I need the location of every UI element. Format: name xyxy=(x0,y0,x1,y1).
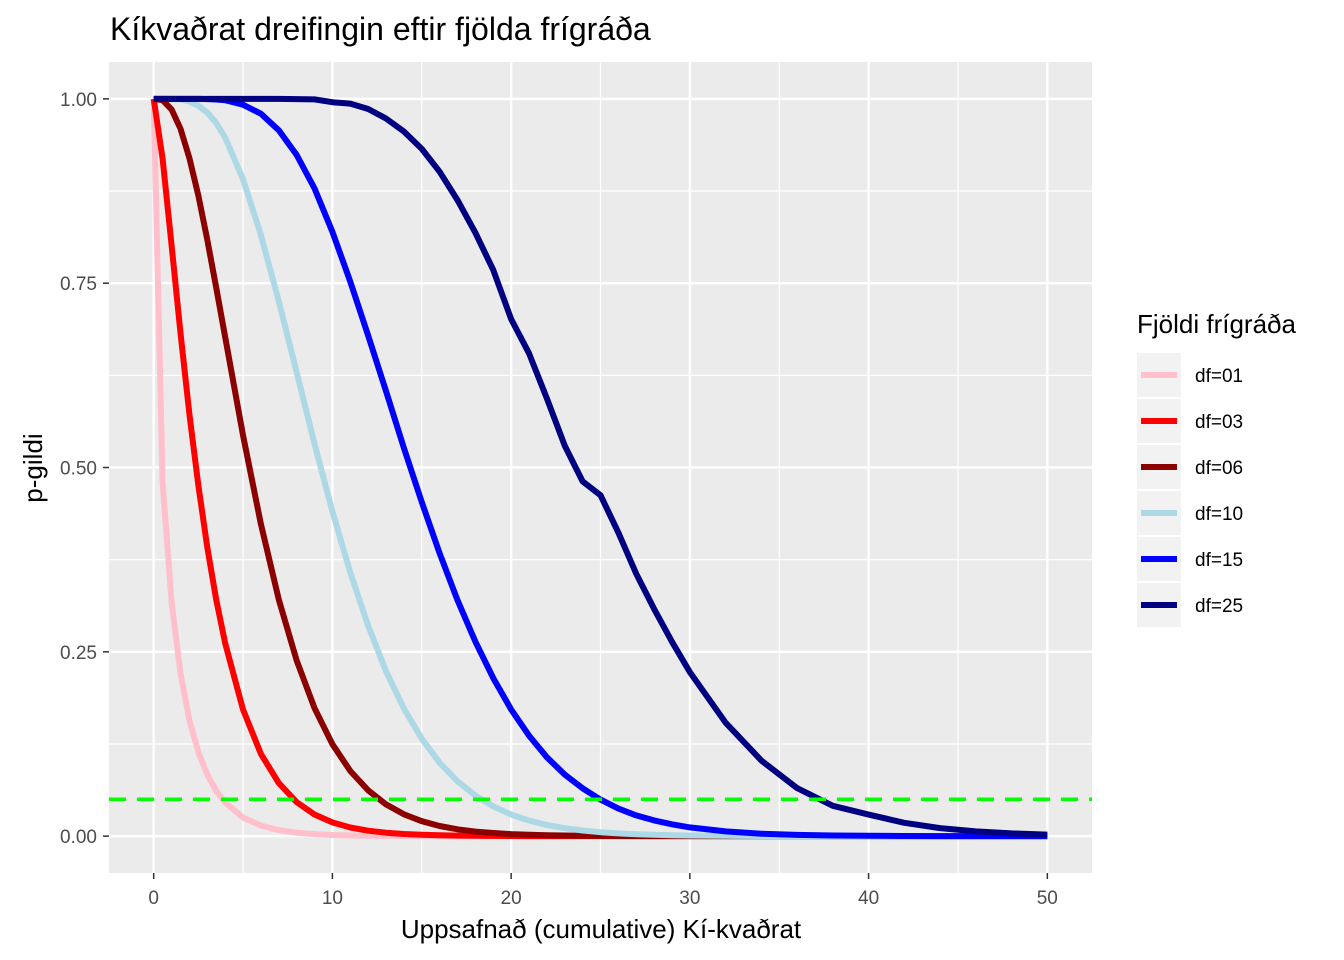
legend-label: df=06 xyxy=(1195,458,1243,479)
x-tick-label: 10 xyxy=(322,888,343,909)
legend-label: df=01 xyxy=(1195,366,1243,387)
x-tick-label: 40 xyxy=(858,888,879,909)
y-tick-label: 1.00 xyxy=(60,90,97,111)
y-tick-label: 0.25 xyxy=(60,643,97,664)
y-tick-label: 0.50 xyxy=(60,459,97,480)
legend-title: Fjöldi frígráða xyxy=(1137,309,1296,339)
legend-label: df=25 xyxy=(1195,596,1243,617)
x-tick-label: 20 xyxy=(501,888,522,909)
y-axis-title: p-gildi xyxy=(18,433,48,502)
x-tick-label: 30 xyxy=(679,888,700,909)
legend-label: df=15 xyxy=(1195,550,1243,571)
series-lines xyxy=(150,95,1048,840)
legend-label: df=03 xyxy=(1195,412,1243,433)
x-tick-label: 50 xyxy=(1037,888,1058,909)
x-tick-label: 0 xyxy=(148,888,159,909)
y-tick-label: 0.00 xyxy=(60,827,97,848)
x-axis: 0 10 20 30 40 50 xyxy=(148,873,1058,909)
x-axis-title: Uppsafnað (cumulative) Kí-kvaðrat xyxy=(401,914,802,944)
y-tick-label: 0.75 xyxy=(60,274,97,295)
legend-label: df=10 xyxy=(1195,504,1243,525)
chart-title: Kíkvaðrat dreifingin eftir fjölda frígrá… xyxy=(110,11,651,47)
y-axis: 0.00 0.25 0.50 0.75 1.00 xyxy=(60,90,109,848)
legend: Fjöldi frígráða df=01 df=03 df=06 df=10 df=1… xyxy=(1137,309,1296,627)
series-line-df-25 xyxy=(153,95,1048,838)
